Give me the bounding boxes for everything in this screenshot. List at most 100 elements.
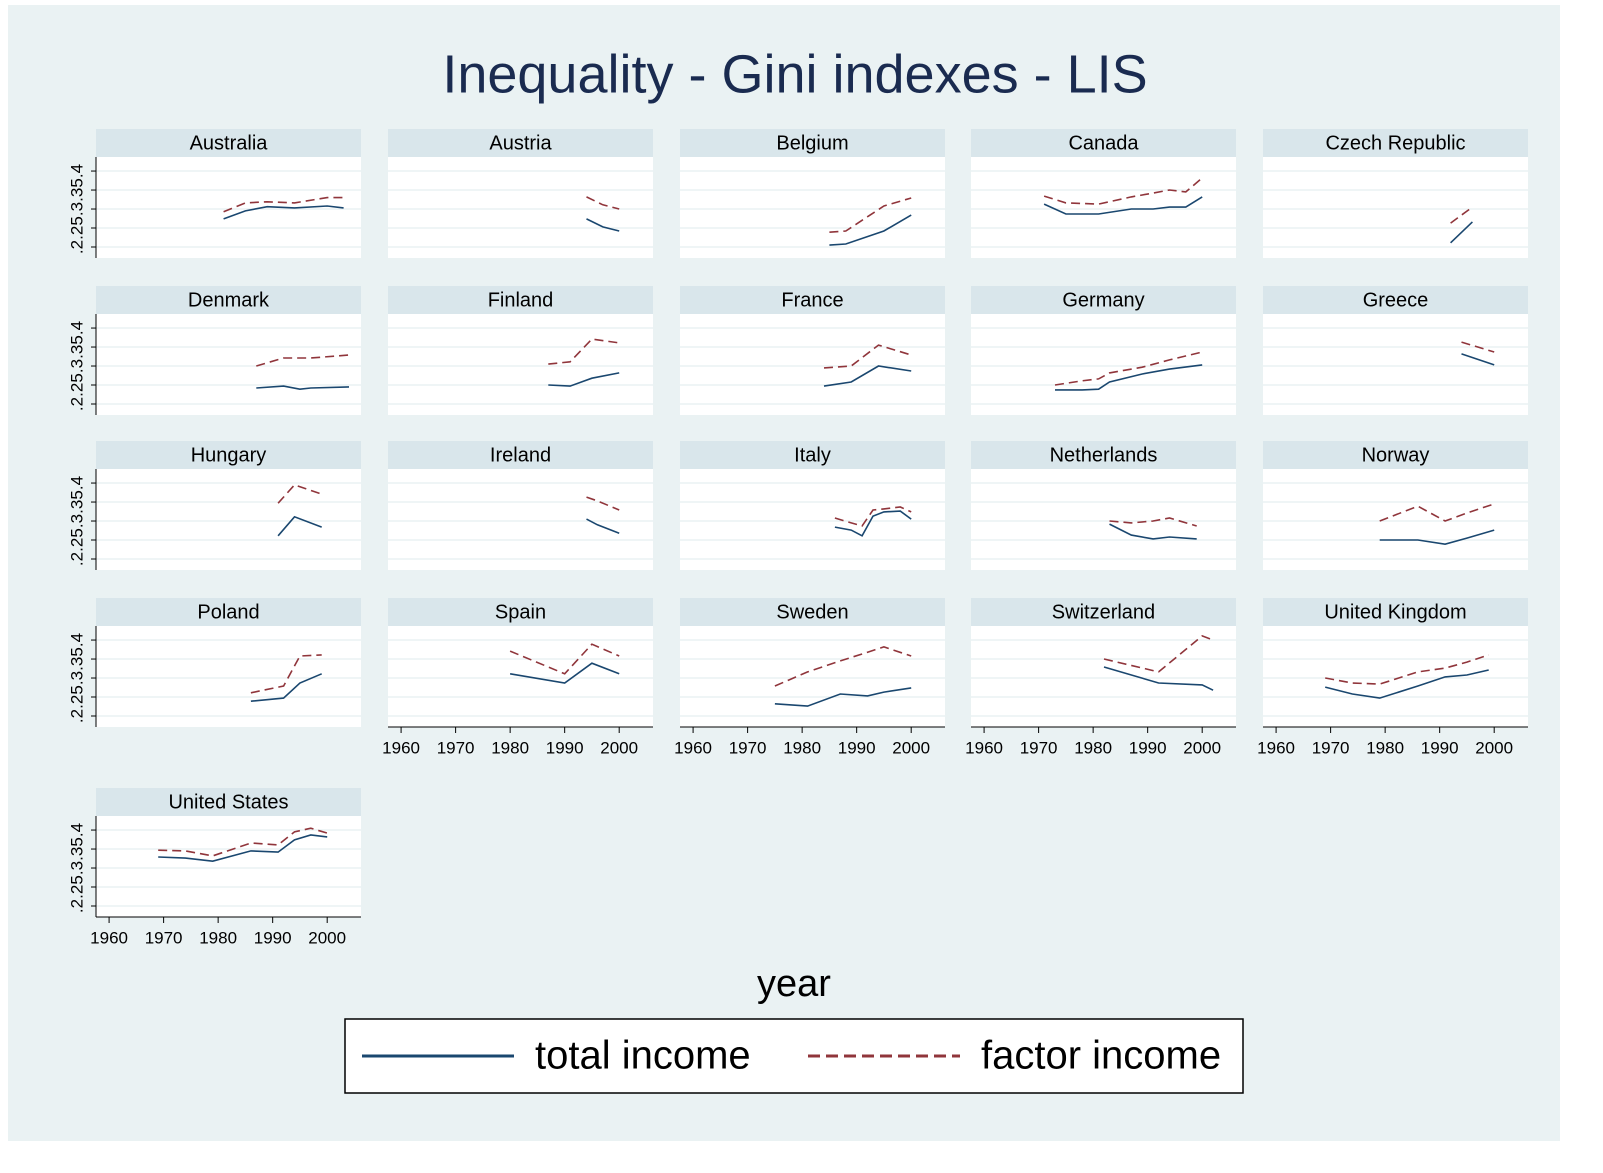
series-line	[823, 344, 912, 369]
series-line	[834, 510, 912, 537]
y-tick-label: .2	[67, 899, 86, 913]
x-tick-label: 1990	[1129, 738, 1167, 757]
series-line	[586, 496, 620, 511]
panel-header	[388, 286, 653, 314]
x-tick-label: 1980	[199, 928, 237, 947]
series-line	[250, 673, 323, 702]
panel-title: Poland	[197, 601, 259, 623]
y-tick-label: .25	[67, 216, 86, 240]
x-tick-label: 1980	[491, 738, 529, 757]
panel-header	[1263, 286, 1528, 314]
x-tick-label: 1970	[437, 738, 475, 757]
y-tick-label: .2	[67, 397, 86, 411]
panel-title: Finland	[488, 289, 554, 311]
plot-area	[96, 626, 361, 727]
y-tick-label: .3	[67, 202, 86, 216]
series-line	[1325, 654, 1489, 685]
x-tick-label: 2000	[308, 928, 346, 947]
panel-header	[1263, 441, 1528, 469]
y-tick-label: .35	[67, 335, 86, 359]
x-tick-label: 1960	[90, 928, 128, 947]
plot-area	[96, 816, 361, 917]
y-tick-label: .25	[67, 528, 86, 552]
plot-area	[1263, 469, 1528, 570]
panel-title: Czech Republic	[1325, 132, 1465, 154]
panel-header	[680, 598, 945, 626]
series-line	[223, 205, 344, 220]
plot-area	[1263, 157, 1528, 258]
series-line	[250, 654, 322, 694]
series-line	[1109, 517, 1197, 527]
series-line	[1109, 523, 1197, 540]
series-line	[277, 515, 322, 537]
x-tick-label: 1980	[1074, 738, 1112, 757]
plot-area	[388, 314, 653, 415]
panel-title: Switzerland	[1052, 601, 1155, 623]
panel-header	[680, 129, 945, 157]
plot-area	[971, 469, 1236, 570]
series-line	[586, 196, 620, 210]
x-tick-label: 1990	[838, 738, 876, 757]
series-line	[829, 197, 912, 233]
series-line	[548, 372, 620, 387]
panel-header	[1263, 598, 1528, 626]
y-tick-label: .35	[67, 490, 86, 514]
plot-area	[1263, 626, 1528, 727]
panel-title: Canada	[1068, 132, 1139, 154]
y-tick-label: .4	[67, 633, 86, 647]
panel-header	[680, 441, 945, 469]
series-line	[1103, 634, 1214, 673]
panel-header	[96, 598, 361, 626]
y-tick-label: .4	[67, 476, 86, 490]
x-tick-label: 1980	[1366, 738, 1404, 757]
x-tick-label: 1970	[145, 928, 183, 947]
series-line	[223, 196, 344, 213]
series-line	[1325, 669, 1489, 699]
panel-title: Belgium	[776, 132, 848, 154]
series-line	[829, 214, 912, 246]
panel-header	[96, 129, 361, 157]
plot-area	[971, 314, 1236, 415]
series-line	[1379, 503, 1495, 522]
y-tick-label: .2	[67, 709, 86, 723]
series-line	[509, 643, 620, 675]
y-tick-label: .25	[67, 373, 86, 397]
plot-area	[96, 469, 361, 570]
panel-header	[388, 129, 653, 157]
legend-label: factor income	[981, 1034, 1221, 1078]
panel-title: Sweden	[776, 601, 848, 623]
y-tick-label: .35	[67, 647, 86, 671]
panel-header	[96, 788, 361, 816]
y-tick-label: .35	[67, 837, 86, 861]
panel-header	[1263, 129, 1528, 157]
series-line	[823, 365, 912, 387]
plot-area	[388, 626, 653, 727]
y-tick-label: .35	[67, 178, 86, 202]
plot-area	[971, 626, 1236, 727]
series-line	[1054, 351, 1203, 386]
x-tick-label: 1970	[1312, 738, 1350, 757]
panel-title: Ireland	[490, 444, 551, 466]
plot-area	[680, 157, 945, 258]
panel-title: United States	[168, 791, 288, 813]
series-line	[1450, 206, 1473, 224]
y-tick-label: .4	[67, 321, 86, 335]
plot-area	[388, 157, 653, 258]
panel-title: France	[781, 289, 843, 311]
series-line	[1043, 196, 1203, 215]
series-line	[586, 518, 620, 534]
plot-area	[1263, 314, 1528, 415]
series-line	[256, 385, 350, 391]
series-line	[1103, 666, 1214, 691]
y-tick-label: .4	[67, 823, 86, 837]
series-line	[774, 687, 912, 707]
plot-area	[96, 157, 361, 258]
y-tick-label: .2	[67, 552, 86, 566]
series-line	[1055, 364, 1203, 391]
x-tick-label: 2000	[1475, 738, 1513, 757]
y-tick-label: .3	[67, 671, 86, 685]
series-line	[1043, 177, 1203, 205]
x-tick-label: 2000	[892, 738, 930, 757]
panel-header	[96, 441, 361, 469]
